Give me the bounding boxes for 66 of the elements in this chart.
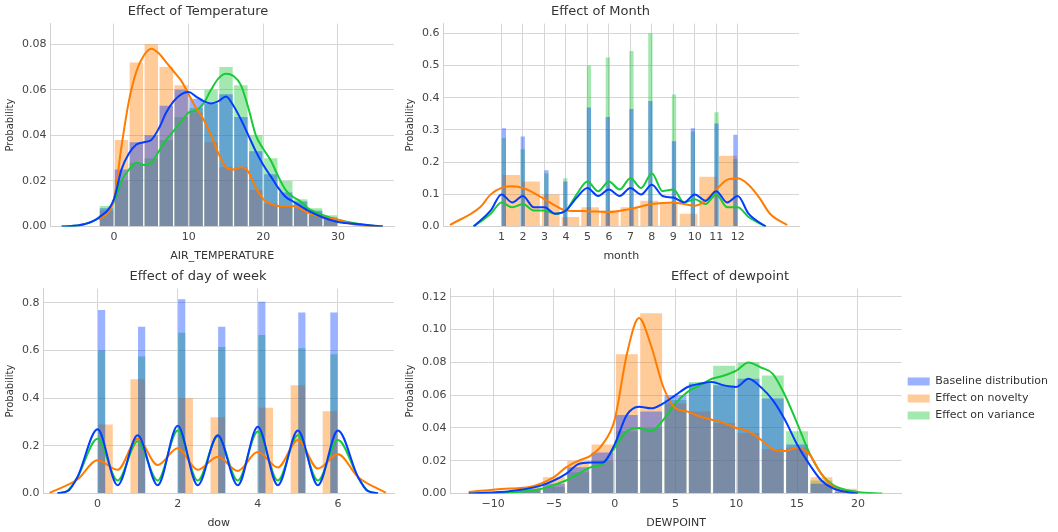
- x-tick-label: 15: [790, 497, 805, 511]
- y-tick-label: 0.06: [421, 388, 447, 402]
- y-axis-title: Probability: [403, 98, 415, 152]
- x-tick-label: 30: [330, 230, 345, 244]
- y-tick-label: 0.0: [421, 219, 440, 233]
- x-tick-label: 9: [669, 230, 677, 244]
- x-axis-title: DEWPOINT: [646, 516, 707, 530]
- x-tick-label: 7: [626, 230, 634, 244]
- y-tick-label: 0.2: [421, 155, 440, 169]
- y-tick-label: 0.12: [421, 289, 447, 303]
- x-tick-label: 1: [497, 230, 505, 244]
- y-tick-label: 0.10: [421, 322, 447, 336]
- x-tick-label: 20: [850, 497, 865, 511]
- x-tick-label: 6: [334, 497, 342, 511]
- x-tick-label: 8: [648, 230, 656, 244]
- x-axis-title: month: [603, 249, 640, 263]
- x-tick-label: −10: [481, 497, 505, 511]
- legend-label: Effect on novelty: [935, 391, 1029, 405]
- x-tick-label: 5: [583, 230, 591, 244]
- y-tick-label: 0.00: [21, 219, 47, 233]
- chart-title: Effect of day of week: [129, 268, 267, 284]
- x-tick-label: −5: [545, 497, 562, 511]
- y-tick-label: 0.06: [21, 82, 47, 96]
- y-tick-label: 0.2: [21, 438, 40, 452]
- y-tick-label: 0.02: [421, 453, 447, 467]
- y-tick-label: 0.04: [21, 128, 47, 142]
- x-tick-label: 2: [519, 230, 527, 244]
- x-tick-label: 2: [174, 497, 182, 511]
- y-tick-label: 0.4: [21, 391, 40, 405]
- y-tick-label: 0.0: [21, 486, 40, 500]
- chart-title: Effect of Month: [551, 3, 650, 19]
- x-tick-label: 6: [605, 230, 613, 244]
- x-tick-label: 11: [709, 230, 724, 244]
- y-axis-title: Probability: [403, 364, 415, 418]
- x-tick-label: 12: [730, 230, 745, 244]
- legend-label: Baseline distribution: [935, 374, 1049, 388]
- y-tick-label: 0.1: [421, 187, 440, 201]
- x-tick-label: 20: [256, 230, 271, 244]
- y-tick-label: 0.3: [421, 122, 440, 136]
- chart-title: Effect of Temperature: [127, 3, 269, 19]
- x-tick-label: 10: [729, 497, 744, 511]
- y-tick-label: 0.6: [21, 343, 40, 357]
- y-tick-label: 0.08: [21, 36, 47, 50]
- x-axis-title: dow: [207, 516, 231, 530]
- x-tick-label: 0: [611, 497, 619, 511]
- y-tick-label: 0.08: [421, 355, 447, 369]
- y-tick-label: 0.4: [421, 90, 440, 104]
- x-tick-label: 3: [540, 230, 548, 244]
- y-tick-label: 0.5: [421, 58, 440, 72]
- x-tick-label: 4: [562, 230, 570, 244]
- y-axis-title: Probability: [3, 98, 15, 152]
- x-tick-label: 10: [687, 230, 702, 244]
- y-tick-label: 0.8: [21, 295, 40, 309]
- x-tick-label: 0: [110, 230, 118, 244]
- x-axis-title: AIR_TEMPERATURE: [170, 249, 275, 263]
- y-axis-title: Probability: [3, 364, 15, 418]
- x-tick-label: 10: [181, 230, 196, 244]
- x-tick-label: 0: [94, 497, 102, 511]
- chart-title: Effect of dewpoint: [670, 268, 790, 284]
- x-tick-label: 4: [254, 497, 262, 511]
- y-tick-label: 0.6: [421, 26, 440, 40]
- y-tick-label: 0.00: [421, 486, 447, 500]
- y-tick-label: 0.04: [421, 420, 447, 434]
- y-tick-label: 0.02: [21, 173, 47, 187]
- x-tick-label: 5: [671, 497, 679, 511]
- legend-label: Effect on variance: [935, 408, 1036, 422]
